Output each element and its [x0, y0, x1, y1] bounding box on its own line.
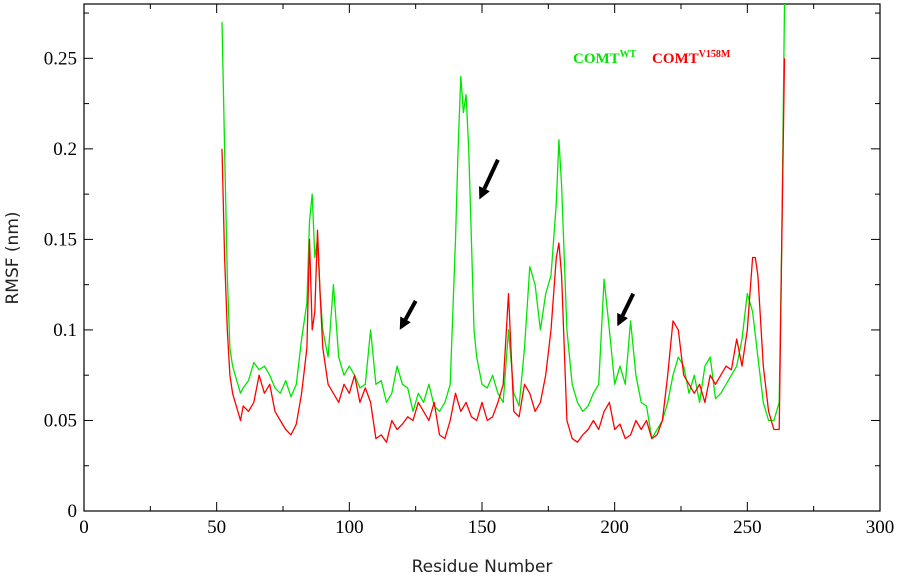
legend-mutant-base: COMT [652, 51, 699, 67]
annotation-layer [399, 158, 636, 330]
legend: COMTWT COMTV158M [573, 49, 731, 67]
y-tick-label: 0.25 [44, 48, 77, 69]
x-tick-label: 50 [207, 517, 226, 538]
arrow-shaft [403, 299, 418, 321]
legend-entry-wt: COMTWT [573, 49, 637, 67]
arrow-shaft [620, 292, 636, 317]
arrow-head [399, 316, 411, 330]
y-tick-label: 0.2 [53, 139, 77, 160]
x-tick-label: 0 [79, 517, 89, 538]
plot-frame [83, 3, 881, 512]
y-tick-label: 0.1 [53, 320, 77, 341]
y-axis-title: RMSF (nm) [3, 211, 23, 304]
arrow-head [478, 186, 490, 200]
legend-entry-mutant: COMTV158M [652, 49, 731, 67]
y-tick-label: 0.05 [44, 410, 77, 431]
legend-mutant-sup: V158M [699, 49, 731, 60]
x-tick-label: 100 [335, 517, 364, 538]
series-line-mutant [221, 58, 786, 443]
x-tick-label: 150 [468, 517, 497, 538]
y-tick-label: 0 [68, 501, 78, 522]
x-axis-title: Residue Number [412, 557, 553, 577]
y-tick-label: 0.15 [44, 229, 77, 250]
legend-wt-base: COMT [573, 51, 620, 67]
y-axis-ticks: 0 0.05 0.1 0.15 0.2 0.25 [44, 12, 880, 522]
x-tick-label: 300 [866, 517, 895, 538]
series-line-wt [221, 3, 786, 440]
arrow-annotation [399, 299, 418, 330]
legend-wt-sup: WT [620, 49, 637, 60]
arrow-annotation [478, 158, 500, 200]
series-layer [221, 3, 786, 443]
arrow-head [617, 312, 628, 327]
arrow-shaft [482, 158, 500, 190]
x-axis-ticks: 0 50 100 150 200 250 300 [79, 4, 894, 538]
x-tick-label: 200 [600, 517, 629, 538]
arrow-annotation [617, 292, 636, 327]
x-tick-label: 250 [733, 517, 762, 538]
